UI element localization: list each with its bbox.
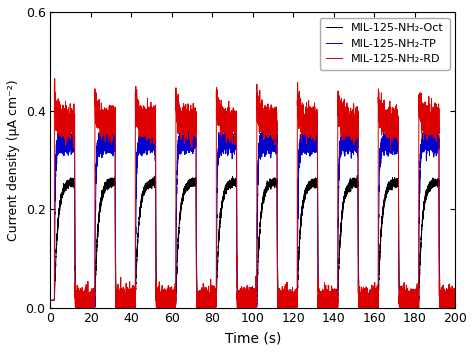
- MIL-125-NH₂-RD: [261, 118, 266, 122]
- MIL-125-NH₂-Oct: [47, 298, 53, 302]
- MIL-125-NH₂-RD: [255, 120, 260, 124]
- MIL-125-NH₂-TP: [47, 298, 53, 302]
- MIL-125-NH₂-RD: [52, 76, 57, 81]
- MIL-125-NH₂-RD: [452, 297, 458, 302]
- MIL-125-NH₂-Oct: [261, 195, 266, 199]
- MIL-125-NH₂-Oct: [355, 174, 360, 178]
- MIL-125-NH₂-TP: [261, 146, 266, 150]
- MIL-125-NH₂-Oct: [152, 179, 158, 183]
- MIL-125-NH₂-TP: [152, 135, 158, 139]
- MIL-125-NH₂-TP: [108, 144, 113, 148]
- MIL-125-NH₂-TP: [293, 297, 299, 301]
- MIL-125-NH₂-RD: [47, 298, 53, 302]
- MIL-125-NH₂-TP: [255, 194, 260, 198]
- MIL-125-NH₂-Oct: [213, 302, 219, 307]
- Y-axis label: Current density (μA cm⁻²): Current density (μA cm⁻²): [7, 79, 20, 241]
- MIL-125-NH₂-TP: [428, 123, 434, 127]
- MIL-125-NH₂-Oct: [294, 299, 300, 303]
- MIL-125-NH₂-RD: [69, 119, 74, 123]
- Legend: MIL-125-NH₂-Oct, MIL-125-NH₂-TP, MIL-125-NH₂-RD: MIL-125-NH₂-Oct, MIL-125-NH₂-TP, MIL-125…: [320, 18, 449, 70]
- MIL-125-NH₂-RD: [108, 128, 113, 132]
- MIL-125-NH₂-Oct: [108, 180, 113, 184]
- MIL-125-NH₂-Oct: [255, 272, 260, 276]
- MIL-125-NH₂-TP: [69, 143, 74, 147]
- MIL-125-NH₂-RD: [294, 299, 300, 303]
- MIL-125-NH₂-Oct: [452, 298, 458, 302]
- Line: MIL-125-NH₂-Oct: MIL-125-NH₂-Oct: [50, 176, 455, 304]
- MIL-125-NH₂-TP: [452, 294, 458, 298]
- MIL-125-NH₂-Oct: [69, 182, 74, 186]
- MIL-125-NH₂-TP: [331, 312, 337, 316]
- MIL-125-NH₂-RD: [152, 115, 158, 119]
- MIL-125-NH₂-RD: [399, 319, 405, 323]
- X-axis label: Time (s): Time (s): [225, 331, 281, 345]
- Line: MIL-125-NH₂-RD: MIL-125-NH₂-RD: [50, 78, 455, 321]
- Line: MIL-125-NH₂-TP: MIL-125-NH₂-TP: [50, 125, 455, 314]
